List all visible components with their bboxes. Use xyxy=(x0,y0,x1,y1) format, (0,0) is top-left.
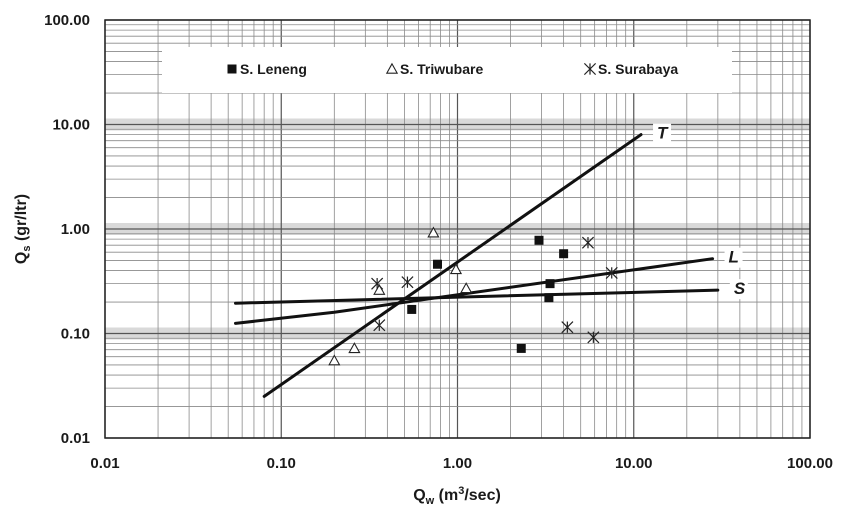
marker-star xyxy=(373,319,386,332)
marker-square xyxy=(545,279,555,289)
marker-square xyxy=(432,259,442,269)
marker-star xyxy=(587,331,600,344)
marker-star xyxy=(401,276,414,289)
axis-labels: Qw (m3/sec) Qs (gr/ltr) xyxy=(13,194,501,507)
marker-star xyxy=(561,321,574,334)
trend-line-S xyxy=(234,288,720,305)
trend-line-labels: T LS xyxy=(653,124,748,300)
marker-triangle xyxy=(348,342,361,354)
x-tick-label: 100.00 xyxy=(787,455,833,472)
plot-frame xyxy=(104,19,811,439)
marker-square xyxy=(227,64,237,74)
y-axis-label: Qs (gr/ltr) xyxy=(13,194,33,264)
y-tick-label: 100.00 xyxy=(44,12,90,29)
x-tick-label: 0.10 xyxy=(267,455,296,472)
trend-line-label-bg xyxy=(729,279,748,300)
marker-star xyxy=(605,266,618,279)
data-points xyxy=(328,226,618,366)
tick-labels: 0.01 0.10 1.00 10.00 100.00 0.01 0.10 1.00 10.00… xyxy=(44,12,833,472)
legend-label: S. Triwubare xyxy=(400,61,483,77)
marker-triangle xyxy=(385,62,399,74)
x-tick-label: 10.00 xyxy=(615,455,653,472)
legend: S. Leneng S. Triwubare S. Surabaya xyxy=(162,47,732,93)
trend-line-label-S: S xyxy=(734,279,746,298)
x-axis-label: Qw (m3/sec) xyxy=(413,485,501,507)
y-tick-label: 10.00 xyxy=(52,117,90,134)
y-tick-label: 0.10 xyxy=(61,326,90,343)
legend-box xyxy=(162,47,732,93)
marker-star xyxy=(583,62,597,76)
y-tick-label: 0.01 xyxy=(61,430,90,447)
trend-line-label-bg xyxy=(724,247,743,268)
y-tick-label: 1.00 xyxy=(61,221,90,238)
marker-square xyxy=(516,343,526,353)
trend-line-label-bg xyxy=(653,123,672,144)
x-tick-label: 0.01 xyxy=(90,455,119,472)
trend-line-T xyxy=(262,133,643,398)
marker-square xyxy=(559,249,569,259)
x-tick-label: 1.00 xyxy=(443,455,472,472)
trend-line-label-L: L xyxy=(729,248,739,267)
marker-star xyxy=(581,236,595,249)
marker-triangle xyxy=(328,354,341,366)
legend-label: S. Leneng xyxy=(240,61,307,77)
marker-triangle xyxy=(373,283,386,295)
marker-triangle xyxy=(460,282,473,294)
marker-square xyxy=(534,235,544,245)
marker-square xyxy=(407,304,417,314)
trend-line-L xyxy=(234,257,715,325)
marker-square xyxy=(544,293,554,303)
marker-triangle xyxy=(427,226,440,238)
trend-lines xyxy=(234,133,720,398)
marker-star xyxy=(371,277,384,290)
legend-label: S. Surabaya xyxy=(598,61,678,77)
trend-line-label-T: T xyxy=(657,124,669,143)
marker-triangle xyxy=(449,263,463,275)
